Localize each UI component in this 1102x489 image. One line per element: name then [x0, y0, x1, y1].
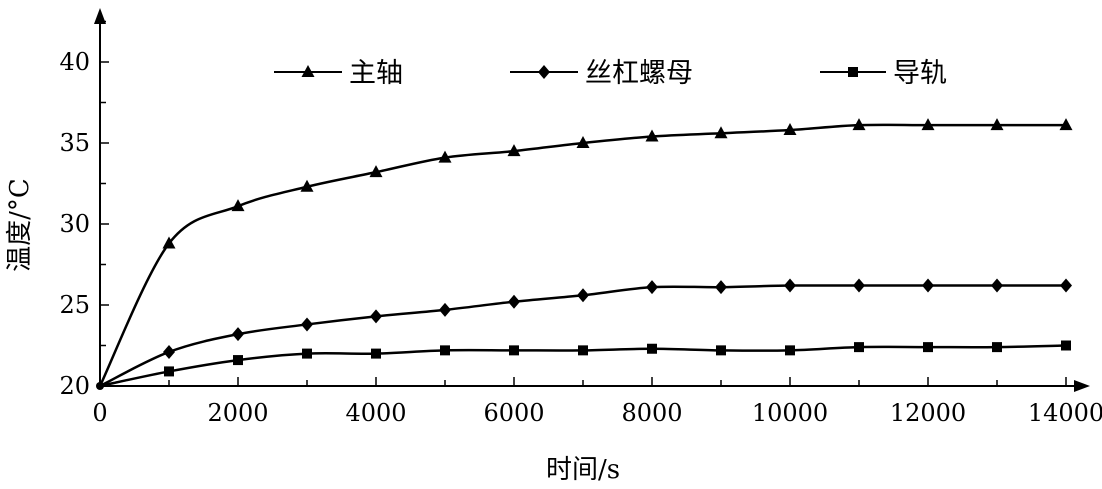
diamond-marker [1060, 278, 1072, 293]
triangle-marker [162, 236, 176, 249]
square-marker [1061, 340, 1071, 351]
ticks: 0 2000 4000 6000 8000 10000 12000 14000 20 25 30 35… [59, 20, 1102, 427]
square-marker [440, 345, 450, 356]
square-marker [785, 345, 795, 356]
diamond-marker [439, 302, 451, 317]
square-marker [854, 342, 864, 353]
square-marker [848, 67, 858, 77]
y-tick-label: 40 [59, 48, 90, 76]
triangle-marker [301, 65, 315, 77]
triangle-marker [438, 150, 452, 163]
x-tick-label: 6000 [483, 399, 544, 427]
x-tick-label: 8000 [621, 399, 682, 427]
series-diamond [99, 278, 1072, 388]
square-marker [302, 348, 312, 359]
triangle-marker [714, 126, 728, 139]
diamond-marker [577, 288, 589, 303]
legend-label: 丝杠螺母 [585, 58, 693, 89]
triangle-marker [990, 118, 1004, 131]
triangle-marker [852, 118, 866, 131]
square-marker [992, 342, 1002, 353]
diamond-marker [301, 317, 313, 332]
legend-label: 主轴 [349, 58, 403, 89]
diamond-marker [232, 327, 244, 342]
x-tick-label: 10000 [752, 399, 828, 427]
x-axis-arrow [1074, 380, 1090, 392]
diamond-marker [538, 65, 550, 79]
diamond-marker [370, 309, 382, 324]
series-square [99, 340, 1071, 388]
diamond-marker [163, 344, 175, 359]
y-axis-title: 温度/°C [5, 178, 35, 272]
triangle-marker [369, 165, 383, 178]
triangle-marker [576, 136, 590, 148]
legend-entry: 丝杠螺母 [510, 58, 693, 89]
square-marker [371, 348, 381, 359]
square-marker [164, 366, 174, 377]
axes [94, 8, 1090, 392]
square-marker [578, 345, 588, 356]
diamond-marker [922, 278, 934, 293]
square-marker [716, 345, 726, 356]
square-marker [233, 355, 243, 366]
square-marker [509, 345, 519, 356]
triangle-marker [231, 199, 245, 212]
square-marker [647, 343, 657, 354]
triangle-marker [1059, 118, 1073, 131]
diamond-marker [646, 280, 658, 295]
x-tick-label: 0 [92, 399, 107, 427]
diamond-marker [508, 294, 520, 309]
diamond-marker [853, 278, 865, 293]
legend-label: 导轨 [893, 58, 947, 89]
series-layer [96, 118, 1073, 390]
x-tick-label: 4000 [345, 399, 406, 427]
legend-entry: 导轨 [820, 58, 947, 89]
y-tick-label: 30 [59, 210, 90, 238]
x-axis-title: 时间/s [546, 455, 620, 485]
diamond-marker [991, 278, 1003, 293]
diamond-marker [715, 280, 727, 295]
triangle-marker [783, 123, 797, 136]
triangle-marker [507, 144, 521, 157]
x-tick-label: 2000 [207, 399, 268, 427]
triangle-marker [921, 118, 935, 131]
triangle-marker [645, 129, 659, 142]
y-tick-label: 25 [59, 291, 90, 319]
y-axis-arrow [94, 8, 106, 24]
square-marker [923, 342, 933, 353]
x-tick-label: 14000 [1028, 399, 1102, 427]
legend-entry: 主轴 [274, 58, 403, 89]
y-tick-label: 35 [59, 129, 90, 157]
y-tick-label: 20 [59, 372, 90, 400]
diamond-marker [784, 278, 796, 293]
triangle-marker [300, 179, 314, 192]
series-triangle [96, 118, 1073, 390]
x-tick-label: 12000 [890, 399, 966, 427]
legend: 主轴 丝杠螺母 导轨 [274, 58, 947, 89]
